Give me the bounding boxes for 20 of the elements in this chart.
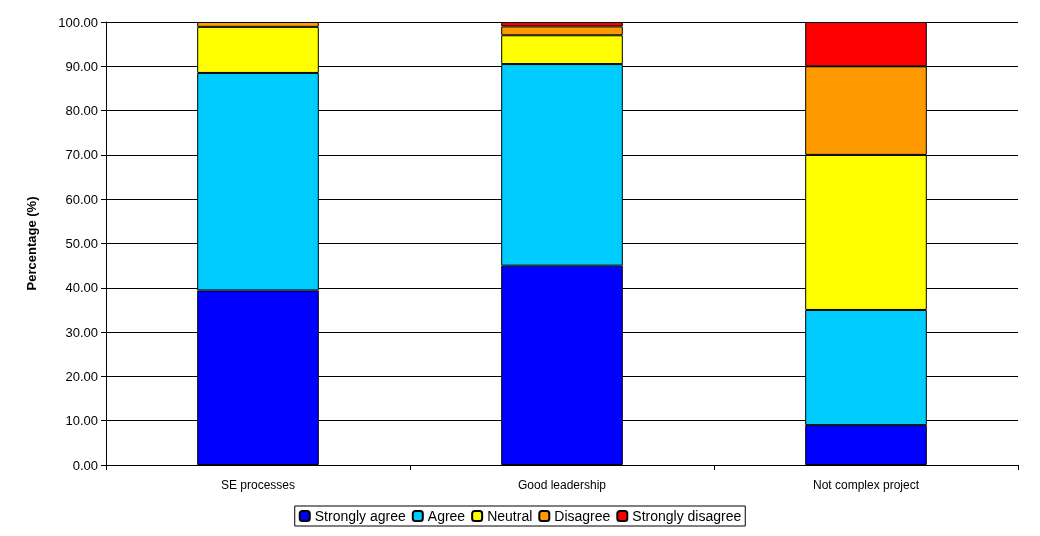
y-tick-label: 0.00	[72, 457, 98, 473]
y-tick-label: 100.00	[58, 14, 98, 30]
x-tick-label: SE processes	[220, 478, 296, 492]
y-tick-label: 40.00	[65, 280, 98, 296]
y-tick-label: 60.00	[65, 191, 98, 207]
legend-label: Agree	[427, 508, 466, 524]
y-tick-label: 30.00	[65, 324, 98, 340]
x-tick-label: Good leadership	[517, 478, 607, 492]
y-axis-title: Percentage (%)	[24, 196, 39, 291]
y-tick-label: 20.00	[65, 368, 98, 384]
legend-label: Disagree	[554, 508, 611, 524]
y-tick-label: 90.00	[65, 58, 98, 74]
y-tick-label: 10.00	[65, 413, 98, 429]
y-tick-label: 50.00	[65, 236, 98, 251]
legend-label: Neutral	[487, 508, 533, 524]
y-tick-label: 80.00	[65, 103, 98, 119]
legend-label: Strongly agree	[314, 508, 407, 524]
y-tick-label: 70.00	[65, 147, 98, 163]
legend-label: Strongly disagree	[632, 508, 742, 524]
x-tick-label: Not complex project	[812, 478, 920, 492]
